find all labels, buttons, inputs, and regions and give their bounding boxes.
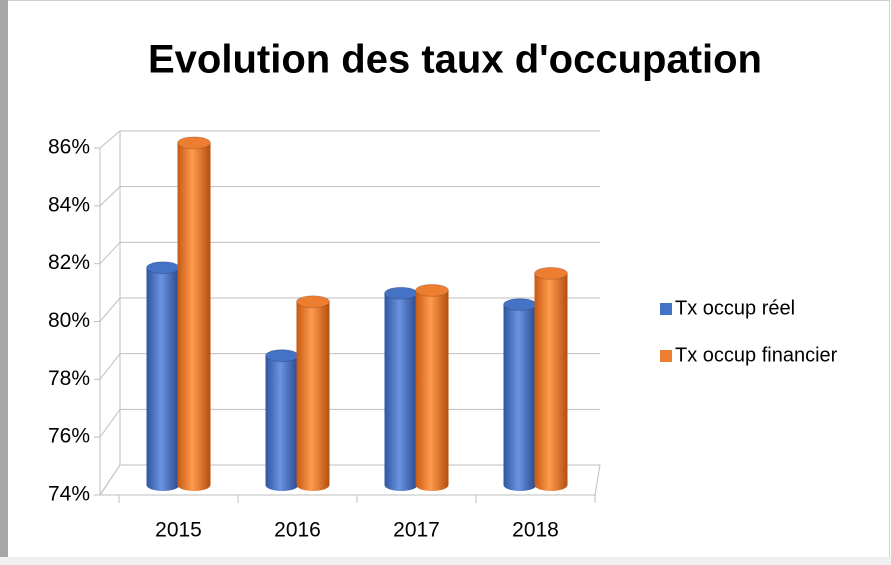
legend-swatch bbox=[660, 350, 672, 362]
frame-bottom bbox=[0, 557, 891, 565]
grid-line bbox=[99, 186, 600, 207]
bar-part bbox=[177, 136, 211, 150]
x-tick-label: 2018 bbox=[512, 519, 559, 542]
bar bbox=[534, 266, 568, 491]
bar-part bbox=[384, 293, 418, 491]
y-tick-label: 84% bbox=[48, 193, 90, 216]
bar-part bbox=[146, 267, 180, 491]
frame-edge bbox=[0, 0, 8, 565]
y-tick-label: 80% bbox=[48, 309, 90, 332]
bar-part bbox=[534, 266, 568, 280]
bar bbox=[146, 261, 180, 491]
bar-part bbox=[503, 304, 537, 491]
bar-part bbox=[503, 298, 537, 312]
y-tick-label: 76% bbox=[48, 425, 90, 448]
bar-part bbox=[177, 142, 211, 491]
bar bbox=[503, 298, 537, 491]
x-tick-label: 2016 bbox=[274, 519, 321, 542]
legend-swatch bbox=[660, 303, 672, 315]
bar-part bbox=[146, 261, 180, 275]
bar-part bbox=[296, 301, 330, 491]
bar-part bbox=[415, 283, 449, 297]
bar bbox=[265, 349, 299, 491]
bar-part bbox=[296, 295, 330, 309]
bar-part bbox=[415, 290, 449, 491]
bar-part bbox=[534, 273, 568, 491]
x-tick-label: 2017 bbox=[393, 519, 440, 542]
bar-part bbox=[265, 349, 299, 363]
legend-label: Tx occup financier bbox=[675, 344, 838, 366]
grid-line bbox=[99, 130, 600, 149]
bar-part bbox=[265, 355, 299, 491]
bar bbox=[296, 295, 330, 491]
y-tick-label: 86% bbox=[48, 136, 90, 159]
y-tick-label: 78% bbox=[48, 367, 90, 390]
chart-title: Evolution des taux d'occupation bbox=[148, 38, 762, 82]
legend-label: Tx occup réel bbox=[675, 297, 795, 319]
grid-line bbox=[99, 241, 600, 265]
y-tick-label: 74% bbox=[48, 483, 90, 506]
y-tick-label: 82% bbox=[48, 251, 90, 274]
bar bbox=[177, 136, 211, 491]
bar bbox=[384, 286, 418, 491]
bar-part bbox=[384, 286, 418, 300]
x-tick-label: 2015 bbox=[155, 519, 202, 542]
bar bbox=[415, 283, 449, 491]
